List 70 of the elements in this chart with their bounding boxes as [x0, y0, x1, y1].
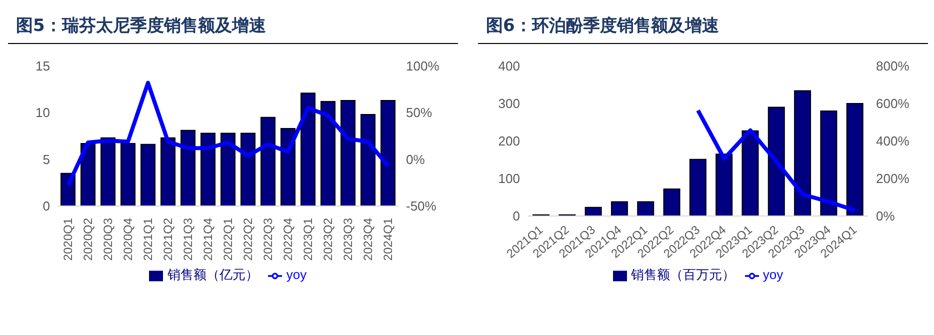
bar [380, 100, 396, 206]
x-tick-label: 2022Q3 [261, 218, 275, 261]
bar [584, 206, 602, 216]
y-tick-label: 15 [36, 58, 50, 74]
y2-tick-label: 0% [406, 152, 426, 167]
x-tick-label: 2024Q1 [381, 218, 395, 261]
bar [663, 188, 680, 216]
y-tick-label: 10 [36, 105, 50, 120]
legend-label: 销售额（亿元） [167, 267, 258, 282]
bar [689, 158, 706, 216]
x-tick-label: 2020Q4 [121, 218, 135, 261]
y-tick-label: 5 [42, 152, 50, 167]
x-tick-label: 2020Q2 [81, 218, 95, 261]
y-tick-label: 0 [512, 208, 520, 224]
bar [360, 114, 376, 206]
bar [200, 132, 216, 206]
bar [100, 137, 116, 206]
y2-tick-label: 50% [406, 105, 432, 120]
x-tick-label: 2023Q2 [321, 218, 335, 261]
bar [180, 130, 196, 206]
x-tick-label: 2020Q1 [61, 218, 75, 261]
bar [742, 130, 759, 216]
bar [716, 154, 733, 216]
x-tick-label: 2023Q1 [301, 218, 315, 261]
x-tick-label: 2021Q2 [161, 218, 175, 261]
bar [637, 201, 654, 216]
x-tick-label: 2021Q1 [141, 218, 155, 261]
x-tick-label: 2022Q1 [221, 218, 235, 261]
x-tick-label: 2021Q4 [201, 218, 215, 261]
x-tick-label: 2021Q3 [181, 218, 195, 261]
y-tick-label: 200 [498, 134, 520, 148]
bar [300, 92, 316, 206]
y-tick-label: 100 [498, 171, 520, 186]
chart-title: 图5：瑞芬太尼季度销售额及增速 [8, 8, 458, 44]
bar [768, 106, 785, 216]
bar [794, 90, 812, 216]
legend-label: yoy [762, 267, 784, 282]
bar [340, 100, 356, 206]
y2-tick-label: 800% [876, 58, 910, 74]
bar [80, 142, 96, 206]
bar [846, 103, 864, 216]
y2-tick-label: 400% [876, 134, 910, 148]
y2-tick-label: 200% [876, 171, 910, 186]
bar [280, 128, 296, 206]
x-tick-label: 2022Q4 [281, 218, 295, 261]
x-tick-label: 2023Q4 [361, 218, 375, 261]
line-series [696, 108, 857, 212]
line-series [66, 80, 390, 188]
y2-tick-label: 100% [406, 58, 440, 74]
bar [140, 144, 156, 206]
bar [820, 110, 838, 216]
y-tick-label: 400 [498, 58, 520, 74]
bar [160, 137, 176, 206]
x-tick-label: 2023Q3 [341, 218, 355, 261]
chart-title: 图6：环泊酚季度销售额及增速 [478, 8, 928, 44]
x-tick-label: 2020Q3 [101, 218, 115, 261]
legend-label: yoy [286, 267, 307, 282]
legend-label: 销售额（百万元） [630, 267, 735, 282]
y2-tick-label: 0% [876, 208, 896, 224]
y2-tick-label: -50% [406, 198, 437, 214]
y-tick-label: 0 [42, 198, 50, 214]
bar [220, 132, 236, 206]
bar [610, 201, 628, 216]
bar [120, 142, 136, 206]
y2-tick-label: 600% [876, 96, 910, 111]
bar [240, 132, 256, 206]
x-tick-label: 2022Q2 [241, 218, 255, 261]
y-tick-label: 300 [498, 96, 520, 111]
bar [260, 116, 276, 206]
bar [320, 100, 336, 206]
